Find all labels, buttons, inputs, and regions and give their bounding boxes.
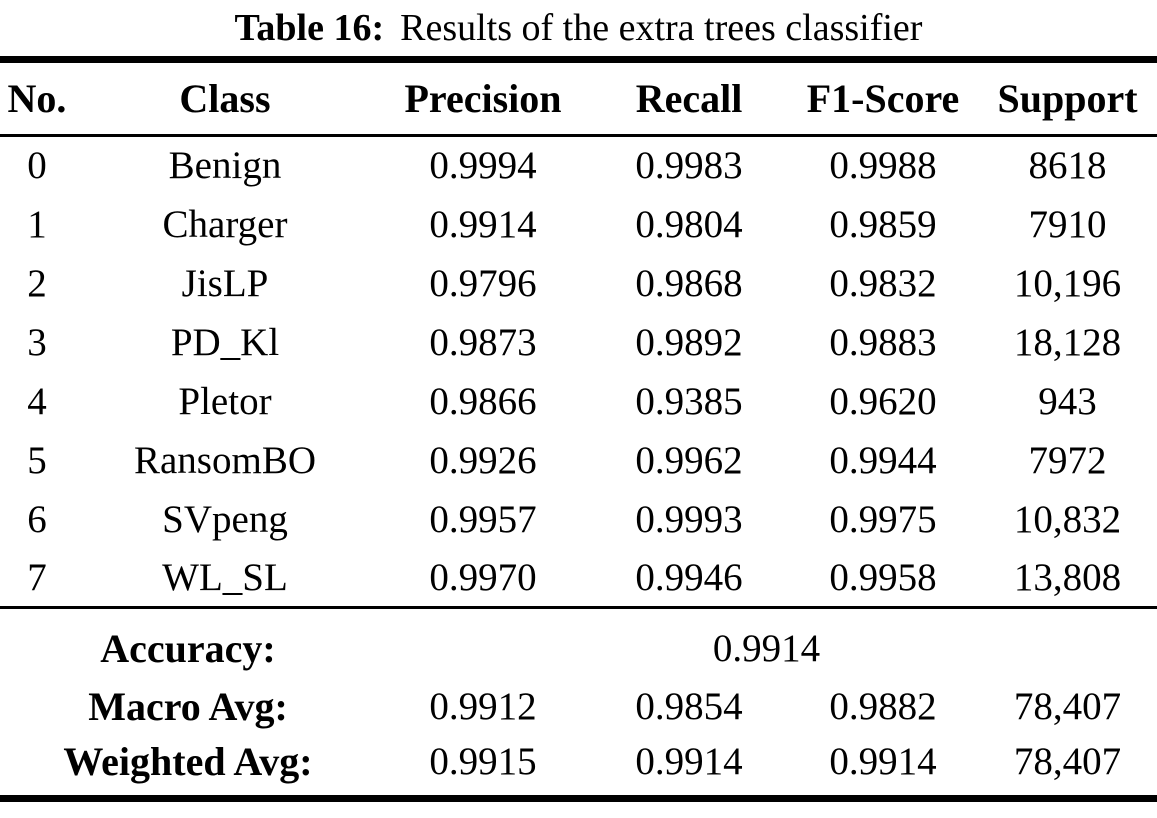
weighted-avg-support: 78,407 [1013, 740, 1122, 784]
macro-avg-support: 78,407 [1013, 684, 1122, 728]
cell-no: 3 [27, 320, 47, 364]
cell-no: 4 [27, 379, 47, 423]
cell-support: 8618 [1028, 144, 1107, 188]
cell-no: 5 [27, 438, 47, 482]
cell-support: 7910 [1028, 202, 1107, 246]
macro-avg-f1score: 0.9882 [829, 684, 937, 728]
column-header-class: Class [74, 59, 376, 137]
table-caption-text: Results of the extra trees classifier [400, 7, 923, 49]
weighted-avg-row: Weighted Avg: 0.9915 0.9914 0.9914 78,40… [0, 735, 1157, 799]
cell-f1score: 0.9883 [829, 320, 937, 364]
cell-support: 10,196 [1013, 261, 1122, 305]
cell-precision: 0.9796 [429, 261, 537, 305]
cell-f1score: 0.9975 [829, 497, 937, 541]
cell-recall: 0.9892 [635, 320, 743, 364]
table-row: 2 JisLP 0.9796 0.9868 0.9832 10,196 [0, 254, 1157, 313]
cell-class: WL_SL [74, 548, 376, 609]
cell-no: 7 [0, 548, 74, 609]
accuracy-row: Accuracy: 0.9914 [0, 608, 1157, 678]
results-table: No. Class Precision Recall F1-Score Supp… [0, 56, 1157, 802]
table-row: 5 RansomBO 0.9926 0.9962 0.9944 7972 [0, 431, 1157, 490]
cell-class: Charger [162, 202, 288, 246]
cell-f1score: 0.9988 [829, 144, 937, 188]
cell-precision: 0.9914 [429, 202, 537, 246]
cell-no: 1 [27, 202, 47, 246]
cell-class: PD_Kl [170, 320, 280, 364]
cell-no: 0 [27, 144, 47, 188]
cell-precision: 0.9866 [429, 379, 537, 423]
table-summary: Accuracy: 0.9914 Macro Avg: 0.9912 0.985… [0, 608, 1157, 799]
table-row: 1 Charger 0.9914 0.9804 0.9859 7910 [0, 195, 1157, 254]
table-caption: Table 16: Results of the extra trees clas… [0, 0, 1157, 56]
cell-precision: 0.9926 [429, 438, 537, 482]
cell-recall: 0.9804 [635, 202, 743, 246]
accuracy-value: 0.9914 [712, 626, 821, 670]
cell-support: 18,128 [1013, 320, 1122, 364]
column-header-no: No. [0, 59, 74, 137]
cell-precision: 0.9957 [429, 497, 537, 541]
weighted-avg-precision: 0.9915 [429, 740, 537, 784]
weighted-avg-f1score: 0.9914 [829, 740, 937, 784]
accuracy-label: Accuracy: [100, 625, 276, 671]
cell-f1score: 0.9620 [829, 379, 937, 423]
table-body: 0 Benign 0.9994 0.9983 0.9988 8618 1 Cha… [0, 136, 1157, 609]
table-row: 7 WL_SL 0.9970 0.9946 0.9958 13,808 [0, 548, 1157, 609]
cell-no: 2 [27, 261, 47, 305]
cell-recall: 0.9962 [635, 438, 743, 482]
macro-avg-recall: 0.9854 [635, 684, 743, 728]
cell-support: 10,832 [1013, 497, 1122, 541]
cell-no: 6 [27, 497, 47, 541]
cell-precision: 0.9873 [429, 320, 537, 364]
cell-support: 7972 [1028, 438, 1107, 482]
weighted-avg-label: Weighted Avg: [63, 739, 313, 785]
table-row: 4 Pletor 0.9866 0.9385 0.9620 943 [0, 372, 1157, 431]
table-header: No. Class Precision Recall F1-Score Supp… [0, 59, 1157, 137]
cell-precision: 0.9994 [429, 144, 537, 188]
macro-avg-label: Macro Avg: [88, 683, 288, 729]
cell-class: Benign [168, 144, 282, 188]
cell-recall: 0.9868 [635, 261, 743, 305]
macro-avg-precision: 0.9912 [429, 684, 537, 728]
table-caption-label: Table 16: [234, 7, 385, 49]
column-header-recall: Recall [590, 59, 788, 137]
cell-class: RansomBO [133, 438, 316, 482]
cell-f1score: 0.9859 [829, 202, 937, 246]
table-row: 3 PD_Kl 0.9873 0.9892 0.9883 18,128 [0, 313, 1157, 372]
weighted-avg-recall: 0.9914 [635, 740, 743, 784]
column-header-precision: Precision [376, 59, 590, 137]
cell-class: Pletor [178, 379, 272, 423]
cell-f1score: 0.9958 [788, 548, 978, 609]
cell-f1score: 0.9832 [829, 261, 937, 305]
cell-class: SVpeng [162, 497, 288, 541]
cell-recall: 0.9983 [635, 144, 743, 188]
table-row: 0 Benign 0.9994 0.9983 0.9988 8618 [0, 136, 1157, 195]
cell-support: 13,808 [978, 548, 1157, 609]
cell-f1score: 0.9944 [829, 438, 937, 482]
table-row: 6 SVpeng 0.9957 0.9993 0.9975 10,832 [0, 490, 1157, 549]
cell-recall: 0.9946 [590, 548, 788, 609]
cell-precision: 0.9970 [376, 548, 590, 609]
header-row: No. Class Precision Recall F1-Score Supp… [0, 59, 1157, 137]
column-header-f1score: F1-Score [788, 59, 978, 137]
cell-class: JisLP [181, 261, 269, 305]
cell-recall: 0.9385 [635, 379, 743, 423]
column-header-support: Support [978, 59, 1157, 137]
cell-support: 943 [1038, 379, 1097, 423]
macro-avg-row: Macro Avg: 0.9912 0.9854 0.9882 78,407 [0, 678, 1157, 735]
cell-recall: 0.9993 [635, 497, 743, 541]
